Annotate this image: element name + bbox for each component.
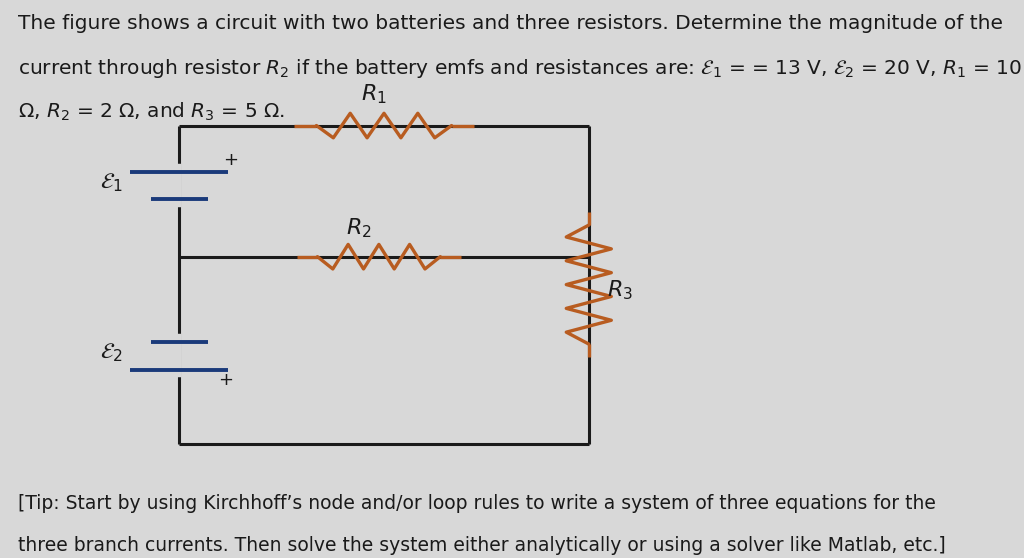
Text: $R_2$: $R_2$	[345, 217, 372, 240]
Text: $\Omega$, $R_2$ = 2 $\Omega$, and $R_3$ = 5 $\Omega$.: $\Omega$, $R_2$ = 2 $\Omega$, and $R_3$ …	[18, 101, 286, 123]
Text: three branch currents. Then solve the system either analytically or using a solv: three branch currents. Then solve the sy…	[18, 536, 946, 555]
Text: [Tip: Start by using Kirchhoff’s node and/or loop rules to write a system of thr: [Tip: Start by using Kirchhoff’s node an…	[18, 494, 936, 513]
Text: The figure shows a circuit with two batteries and three resistors. Determine the: The figure shows a circuit with two batt…	[18, 14, 1004, 33]
Text: +: +	[218, 371, 233, 389]
Text: +: +	[223, 151, 239, 169]
Text: $R_1$: $R_1$	[360, 83, 387, 106]
Text: $R_3$: $R_3$	[607, 278, 633, 302]
Text: $\mathcal{E}_1$: $\mathcal{E}_1$	[100, 171, 123, 194]
Text: $\mathcal{E}_2$: $\mathcal{E}_2$	[100, 341, 123, 364]
Text: current through resistor $R_2$ if the battery emfs and resistances are: $\mathca: current through resistor $R_2$ if the ba…	[18, 57, 1022, 80]
